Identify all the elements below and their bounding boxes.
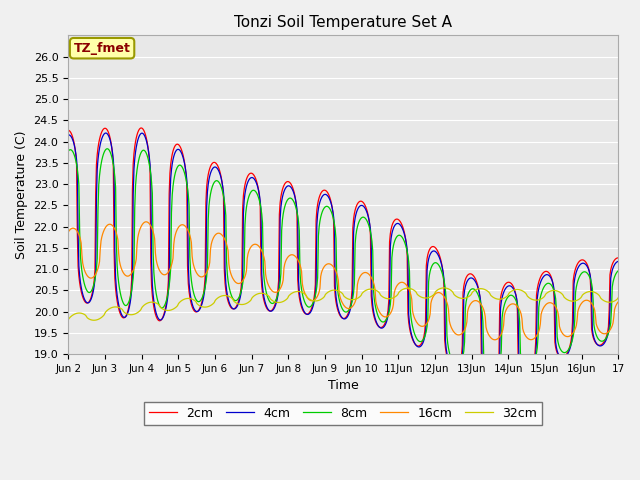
Title: Tonzi Soil Temperature Set A: Tonzi Soil Temperature Set A bbox=[234, 15, 452, 30]
32cm bbox=[614, 295, 622, 300]
Y-axis label: Soil Temperature (C): Soil Temperature (C) bbox=[15, 131, 28, 259]
32cm bbox=[216, 294, 224, 300]
4cm bbox=[102, 130, 109, 136]
4cm bbox=[216, 173, 224, 179]
8cm bbox=[427, 266, 435, 272]
2cm bbox=[614, 255, 622, 261]
8cm bbox=[411, 332, 419, 337]
4cm bbox=[411, 340, 419, 346]
16cm bbox=[131, 263, 139, 269]
32cm bbox=[132, 311, 140, 317]
32cm bbox=[74, 310, 82, 316]
8cm bbox=[132, 183, 140, 189]
2cm bbox=[137, 125, 145, 131]
4cm bbox=[64, 132, 72, 138]
16cm bbox=[411, 316, 419, 322]
8cm bbox=[216, 182, 224, 188]
8cm bbox=[103, 146, 111, 152]
Legend: 2cm, 4cm, 8cm, 16cm, 32cm: 2cm, 4cm, 8cm, 16cm, 32cm bbox=[144, 402, 543, 425]
16cm bbox=[427, 300, 435, 306]
Line: 16cm: 16cm bbox=[68, 222, 618, 340]
2cm bbox=[411, 341, 419, 347]
32cm bbox=[440, 285, 448, 291]
16cm bbox=[216, 231, 224, 237]
16cm bbox=[614, 299, 622, 304]
Line: 2cm: 2cm bbox=[68, 128, 618, 384]
Line: 4cm: 4cm bbox=[68, 133, 618, 384]
2cm bbox=[188, 301, 195, 307]
4cm bbox=[614, 258, 622, 264]
Text: TZ_fmet: TZ_fmet bbox=[74, 42, 131, 55]
4cm bbox=[427, 250, 435, 256]
8cm bbox=[188, 277, 195, 283]
8cm bbox=[64, 148, 72, 154]
2cm bbox=[131, 144, 139, 150]
4cm bbox=[188, 298, 195, 303]
8cm bbox=[614, 268, 622, 274]
4cm bbox=[487, 382, 495, 387]
16cm bbox=[188, 240, 195, 245]
32cm bbox=[427, 294, 435, 300]
16cm bbox=[64, 229, 72, 235]
2cm bbox=[427, 245, 435, 251]
Line: 8cm: 8cm bbox=[68, 149, 618, 379]
32cm bbox=[411, 288, 419, 294]
16cm bbox=[142, 219, 150, 225]
8cm bbox=[74, 172, 82, 178]
4cm bbox=[74, 231, 82, 237]
16cm bbox=[492, 337, 499, 343]
2cm bbox=[487, 381, 495, 387]
2cm bbox=[216, 171, 224, 177]
16cm bbox=[74, 230, 82, 236]
2cm bbox=[64, 127, 72, 133]
8cm bbox=[488, 376, 496, 382]
2cm bbox=[74, 264, 82, 269]
Line: 32cm: 32cm bbox=[68, 288, 618, 320]
X-axis label: Time: Time bbox=[328, 379, 358, 392]
32cm bbox=[188, 296, 195, 302]
32cm bbox=[90, 317, 98, 323]
32cm bbox=[64, 317, 72, 323]
4cm bbox=[132, 149, 140, 155]
